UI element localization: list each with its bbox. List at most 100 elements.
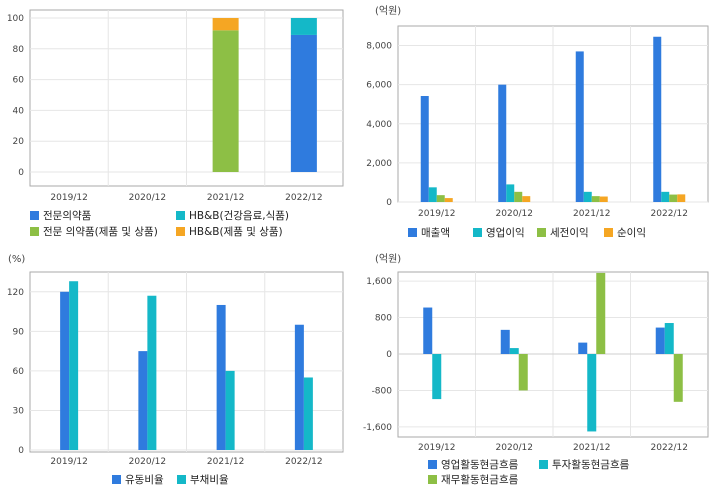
y-tick-label: 80 <box>13 45 25 55</box>
unit-label: (억원) <box>375 253 401 265</box>
legend-label: 매출액 <box>421 227 450 239</box>
bar <box>60 291 70 450</box>
bar <box>506 184 515 202</box>
y-tick-label: 120 <box>7 288 24 298</box>
bar <box>216 304 226 450</box>
legend-swatch <box>30 227 39 236</box>
legend-label: 재무활동현금흐름 <box>441 473 519 486</box>
legend-swatch <box>408 228 417 237</box>
bar <box>432 354 442 400</box>
legend-swatch <box>30 211 39 220</box>
y-tick-label: 40 <box>13 106 25 116</box>
legend-label: 순이익 <box>617 227 646 239</box>
legend-swatch <box>428 460 437 469</box>
y-tick-label: 60 <box>13 367 25 377</box>
bar <box>578 342 588 354</box>
bar <box>294 324 304 450</box>
x-tick-label: 2019/12 <box>50 193 87 203</box>
legend-swatch <box>176 227 185 236</box>
chart-panel-product-share: 0 20 40 60 80 100 2019/12 2020/12 2021/12 2022/1… <box>7 9 344 238</box>
bar <box>420 96 429 202</box>
y-tick-label: 90 <box>13 327 25 337</box>
x-tick-label: 2021/12 <box>573 209 610 219</box>
legend: 전문의약품 HB&B(건강음료,식품) 전문 의약품(제품 및 상품) HB&B(제품… <box>30 210 289 238</box>
bar <box>69 281 79 450</box>
bar <box>212 18 239 31</box>
bars <box>212 18 317 172</box>
legend-swatch <box>473 228 482 237</box>
bar <box>303 377 313 450</box>
x-tick-label: 2020/12 <box>129 193 166 203</box>
x-tick-label: 2021/12 <box>573 443 610 453</box>
x-tick-label: 2019/12 <box>50 457 87 467</box>
x-tick-label: 2019/12 <box>418 443 455 453</box>
bar <box>212 30 239 172</box>
y-tick-label: 0 <box>18 446 24 456</box>
legend: 유동비율 부채비율 <box>112 474 229 486</box>
bar <box>677 194 686 202</box>
y-tick-label: 0 <box>18 168 24 178</box>
chart-panel-ratios: (%) 0 30 60 90 120 2019/12 2020/12 2021/12 2022… <box>7 254 344 486</box>
legend-label: 부채비율 <box>190 474 229 486</box>
bar <box>669 194 678 202</box>
x-tick-label: 2021/12 <box>207 457 244 467</box>
x-tick-labels: 2019/12 2020/12 2021/12 2022/12 <box>418 209 688 219</box>
bar <box>664 323 674 354</box>
y-tick-label: 1,600 <box>366 277 392 287</box>
y-tick-labels: 0 20 40 60 80 100 <box>7 14 24 178</box>
legend-label: 전문의약품 <box>43 210 92 222</box>
unit-label: (억원) <box>375 5 401 17</box>
bar <box>436 195 445 202</box>
x-tick-label: 2022/12 <box>651 209 688 219</box>
bars <box>60 281 313 450</box>
y-tick-label: 20 <box>13 137 25 147</box>
legend-swatch <box>176 211 185 220</box>
y-tick-label: 800 <box>375 314 392 324</box>
bar <box>655 327 665 354</box>
y-tick-label: 60 <box>13 76 25 86</box>
legend: 매출액 영업이익 세전이익 순이익 <box>408 226 646 239</box>
bar <box>498 84 507 202</box>
bar <box>509 348 519 354</box>
x-tick-labels: 2019/12 2020/12 2021/12 2022/12 <box>418 443 688 453</box>
bar <box>673 354 683 402</box>
bars <box>420 36 686 202</box>
legend-label: 전문 의약품(제품 및 상품) <box>43 226 158 238</box>
legend-label: 영업활동현금흐름 <box>441 458 519 471</box>
bar <box>428 187 437 202</box>
gridlines <box>30 272 343 452</box>
y-tick-labels: 0 2,000 4,000 6,000 8,000 <box>366 42 392 208</box>
bar <box>147 295 157 450</box>
x-tick-label: 2020/12 <box>129 457 166 467</box>
y-tick-label: 100 <box>7 14 24 24</box>
bar <box>290 34 317 172</box>
bar <box>423 307 433 354</box>
legend-swatch <box>537 228 546 237</box>
bar <box>596 272 606 354</box>
x-tick-label: 2022/12 <box>651 443 688 453</box>
bar <box>518 354 528 391</box>
bar <box>514 191 523 202</box>
y-tick-labels: 0 30 60 90 120 <box>7 288 24 456</box>
legend-swatch <box>177 475 186 484</box>
bar <box>138 351 148 450</box>
legend-swatch <box>428 475 437 484</box>
y-tick-label: 8,000 <box>366 42 392 52</box>
bar <box>653 36 662 202</box>
bar <box>661 191 670 202</box>
y-tick-label: -800 <box>372 386 393 396</box>
bar <box>500 329 510 354</box>
legend-label: 투자활동현금흐름 <box>552 458 630 471</box>
x-tick-label: 2021/12 <box>207 193 244 203</box>
y-tick-label: 4,000 <box>366 120 392 130</box>
legend-swatch <box>604 228 613 237</box>
legend-label: HB&B(건강음료,식품) <box>189 210 289 222</box>
bar <box>444 198 453 202</box>
x-tick-labels: 2019/12 2020/12 2021/12 2022/12 <box>50 193 322 203</box>
legend-swatch <box>539 460 548 469</box>
bar <box>591 196 600 202</box>
bar <box>575 51 584 202</box>
x-tick-label: 2019/12 <box>418 209 455 219</box>
